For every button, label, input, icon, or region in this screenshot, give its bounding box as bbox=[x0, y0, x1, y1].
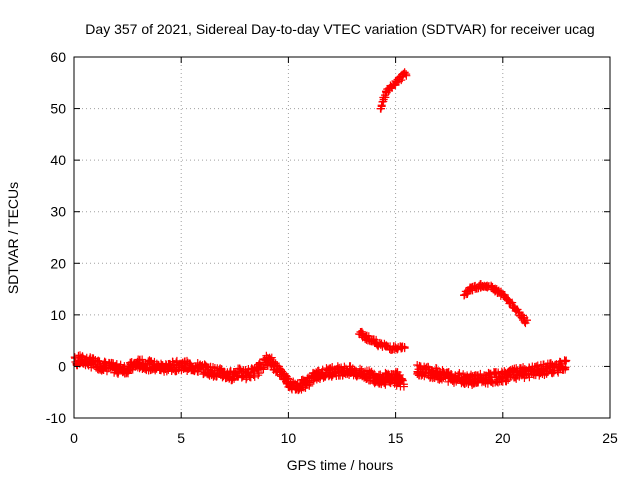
y-tick-label: 20 bbox=[50, 255, 66, 271]
y-tick-label: 40 bbox=[50, 152, 66, 168]
data-point bbox=[209, 362, 218, 371]
data-point bbox=[379, 95, 388, 104]
y-tick-label: -10 bbox=[46, 410, 66, 426]
series-arc-right bbox=[460, 280, 532, 328]
data-point bbox=[562, 356, 571, 365]
x-tick-label: 25 bbox=[602, 430, 618, 446]
y-tick-label: 60 bbox=[50, 49, 66, 65]
data-point bbox=[100, 357, 109, 366]
x-axis-label: GPS time / hours bbox=[287, 457, 394, 473]
plot-frame bbox=[73, 56, 611, 419]
data-point bbox=[399, 382, 408, 391]
data-point bbox=[454, 371, 463, 380]
data-point bbox=[377, 101, 386, 110]
data-point bbox=[276, 365, 285, 374]
data-point bbox=[255, 369, 264, 378]
x-tick-label: 20 bbox=[495, 430, 511, 446]
data-point bbox=[487, 373, 496, 382]
data-point bbox=[250, 372, 259, 381]
y-tick-label: 10 bbox=[50, 307, 66, 323]
data-point bbox=[438, 365, 447, 374]
data-point bbox=[254, 371, 263, 380]
x-tick-label: 5 bbox=[177, 430, 185, 446]
data-point bbox=[357, 365, 366, 374]
data-point bbox=[490, 369, 499, 378]
series-main-baseline-a bbox=[70, 351, 404, 395]
data-point bbox=[522, 316, 531, 325]
data-point bbox=[305, 378, 314, 387]
data-point bbox=[194, 367, 203, 376]
x-tick-label: 15 bbox=[388, 430, 404, 446]
series-arc-high bbox=[376, 68, 411, 113]
data-marks bbox=[70, 68, 571, 395]
data-point bbox=[201, 361, 210, 370]
x-tick-label: 0 bbox=[70, 430, 78, 446]
data-point bbox=[398, 376, 407, 385]
y-tick-label: 50 bbox=[50, 101, 66, 117]
data-point bbox=[400, 68, 409, 77]
data-point bbox=[432, 364, 441, 373]
data-point bbox=[402, 71, 411, 80]
data-point bbox=[532, 362, 541, 371]
chart-title: Day 357 of 2021, Sidereal Day-to-day VTE… bbox=[85, 21, 594, 37]
data-point bbox=[561, 357, 570, 366]
y-axis-label: SDTVAR / TECUs bbox=[5, 182, 21, 294]
series-tail-spike bbox=[561, 356, 571, 373]
y-tick-label: 0 bbox=[58, 358, 66, 374]
series-main-baseline-c bbox=[413, 356, 570, 389]
data-point bbox=[269, 357, 278, 366]
data-point bbox=[400, 343, 409, 352]
series-segment-mid bbox=[355, 327, 409, 354]
data-point bbox=[502, 377, 511, 386]
series-main-baseline-b bbox=[370, 373, 408, 391]
data-point bbox=[284, 375, 293, 384]
x-tick-label: 10 bbox=[281, 430, 297, 446]
y-tick-label: 30 bbox=[50, 204, 66, 220]
data-point bbox=[455, 369, 464, 378]
